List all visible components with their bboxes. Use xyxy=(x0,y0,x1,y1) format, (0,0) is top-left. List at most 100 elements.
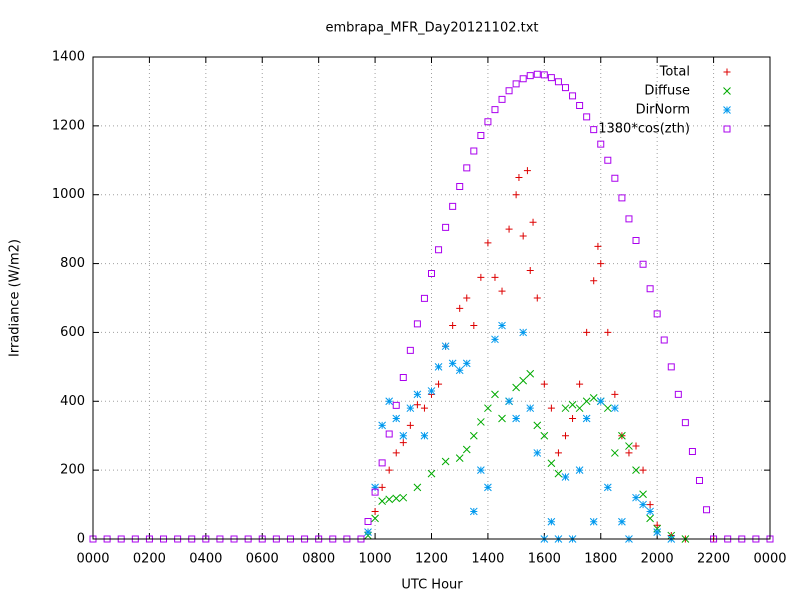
x-tick-label: 1200 xyxy=(415,552,448,567)
point xyxy=(329,535,337,543)
x-axis-label: UTC Hour xyxy=(401,578,463,593)
point xyxy=(639,490,647,499)
point xyxy=(526,369,535,378)
point xyxy=(576,380,584,388)
point xyxy=(463,294,471,302)
series xyxy=(89,70,774,543)
point xyxy=(470,147,478,155)
point xyxy=(569,92,577,100)
point xyxy=(554,469,563,478)
point xyxy=(174,535,182,543)
point xyxy=(618,517,626,526)
point xyxy=(378,459,386,467)
point xyxy=(603,404,612,413)
plot-frame xyxy=(92,56,771,540)
point xyxy=(378,497,386,505)
y-tick-label: 800 xyxy=(60,256,85,271)
point xyxy=(547,74,555,82)
legend-label: DirNorm xyxy=(636,103,690,118)
point xyxy=(519,232,527,240)
chart-title: embrapa_MFR_Day20121102.txt xyxy=(325,21,538,36)
x-tick-label: 0000 xyxy=(753,552,786,567)
point xyxy=(590,126,598,134)
x-tick-label: 1600 xyxy=(528,552,561,567)
point xyxy=(441,457,450,466)
point xyxy=(505,397,513,406)
point xyxy=(428,270,435,278)
point xyxy=(131,535,139,543)
point xyxy=(646,514,654,523)
point xyxy=(427,387,436,395)
point xyxy=(498,321,506,330)
x-tick-label: 0800 xyxy=(302,552,335,567)
legend-marker xyxy=(723,106,731,114)
point xyxy=(625,449,633,457)
point xyxy=(413,320,421,328)
point xyxy=(462,445,471,454)
point xyxy=(505,87,513,95)
y-tick-label: 1400 xyxy=(52,50,85,65)
point xyxy=(371,514,379,523)
point xyxy=(399,439,407,447)
point xyxy=(413,483,422,492)
point xyxy=(498,95,506,103)
point xyxy=(540,431,549,440)
point xyxy=(160,535,168,543)
point xyxy=(413,401,421,409)
point xyxy=(653,310,661,318)
point xyxy=(681,419,689,427)
point xyxy=(505,225,513,233)
point xyxy=(604,328,612,336)
point xyxy=(523,167,531,175)
point xyxy=(547,517,556,526)
point xyxy=(646,501,654,509)
point xyxy=(477,466,485,474)
point xyxy=(512,80,520,88)
point xyxy=(597,140,605,148)
point xyxy=(766,535,774,543)
point xyxy=(216,535,224,543)
point xyxy=(435,246,443,254)
point xyxy=(519,328,528,337)
point xyxy=(357,535,365,543)
point xyxy=(547,404,555,412)
point xyxy=(547,459,556,468)
point xyxy=(596,397,605,406)
point xyxy=(469,431,478,440)
point xyxy=(392,414,401,423)
point xyxy=(498,287,506,295)
point xyxy=(710,535,718,543)
point xyxy=(343,535,351,543)
point xyxy=(434,363,443,371)
point xyxy=(484,239,492,247)
point xyxy=(420,431,429,440)
point xyxy=(448,359,457,368)
point xyxy=(724,535,732,543)
point xyxy=(202,535,210,543)
point xyxy=(371,507,379,515)
point xyxy=(632,493,640,502)
point xyxy=(420,294,428,302)
point xyxy=(526,404,535,413)
point xyxy=(589,393,598,402)
point xyxy=(625,215,633,223)
y-tick-label: 1200 xyxy=(52,118,85,133)
point xyxy=(554,78,562,86)
x-tick-label: 0600 xyxy=(246,552,279,567)
y-tick-label: 1000 xyxy=(52,187,85,202)
point xyxy=(385,430,393,438)
point xyxy=(455,366,464,375)
point xyxy=(392,401,400,409)
point xyxy=(603,483,612,492)
point xyxy=(703,506,711,514)
point xyxy=(145,535,153,543)
point xyxy=(554,449,562,457)
point xyxy=(385,466,393,474)
x-tick-label: 2200 xyxy=(697,552,730,567)
point xyxy=(512,414,520,423)
point xyxy=(449,202,457,210)
point xyxy=(272,535,280,543)
point xyxy=(632,237,640,245)
point xyxy=(442,223,450,231)
